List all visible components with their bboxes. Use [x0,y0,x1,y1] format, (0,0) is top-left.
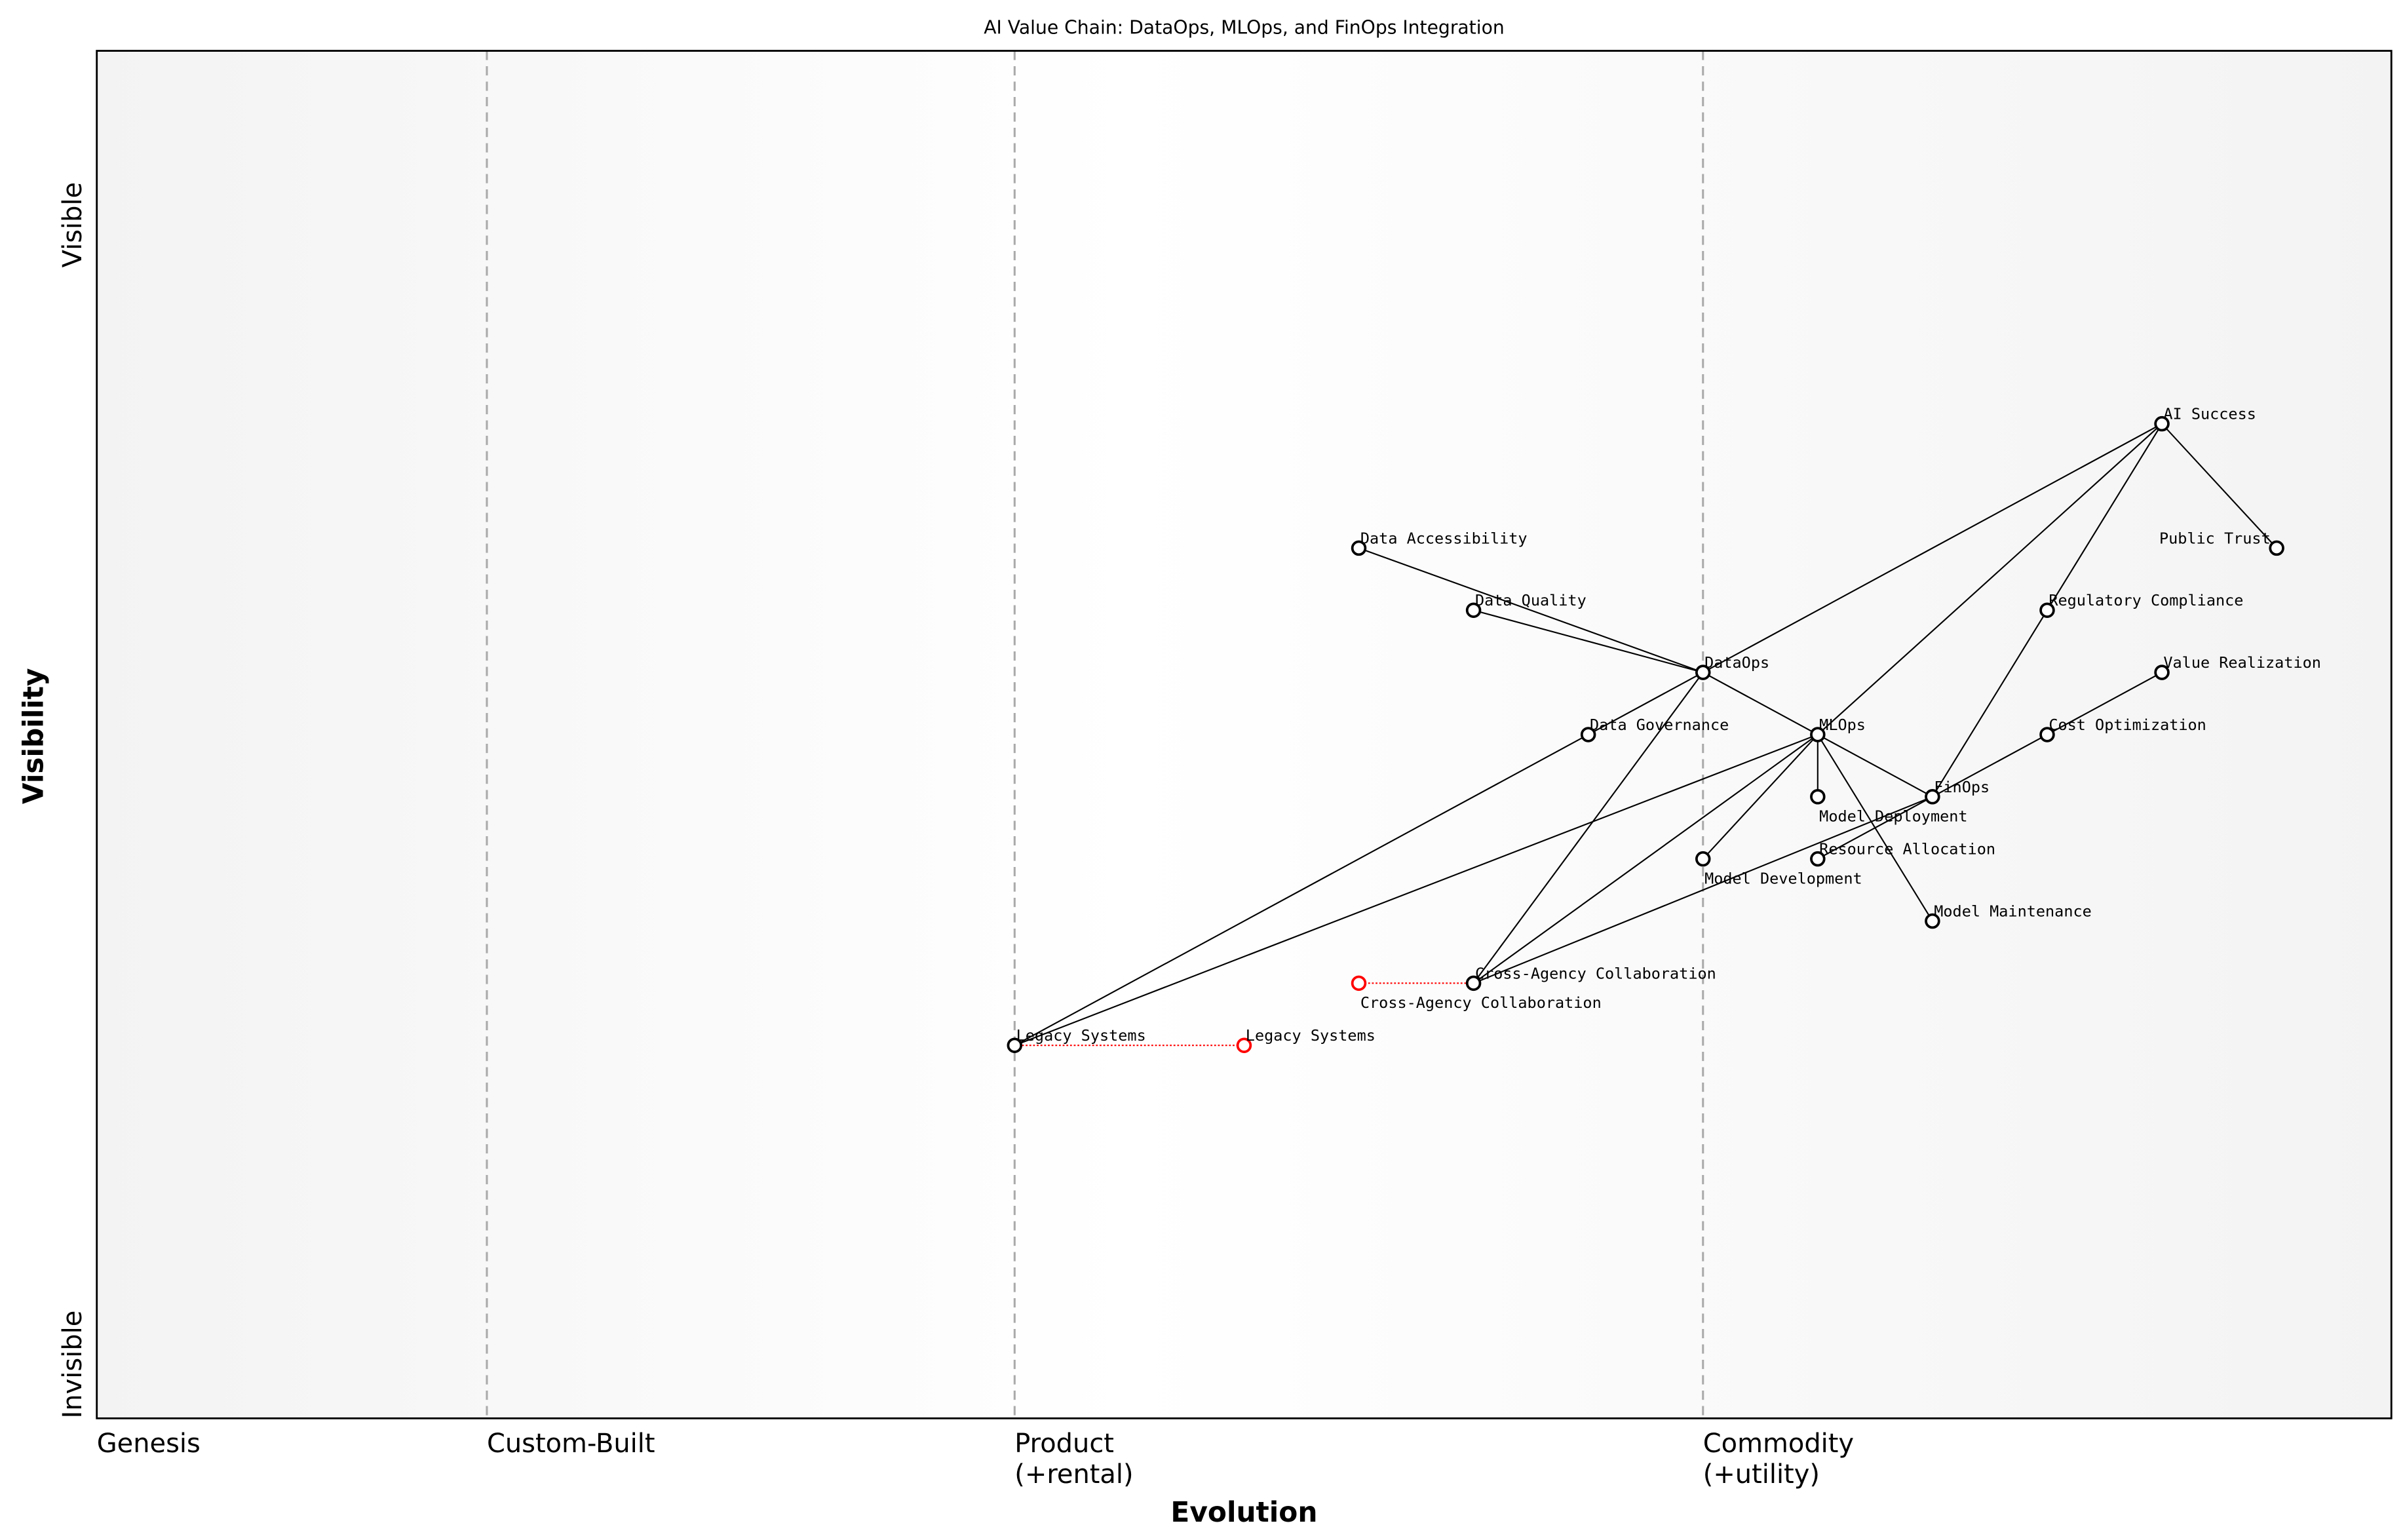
node-label-value-realization: Value Realization [2163,653,2321,672]
link-data-accessibility-to-dataops [1358,547,1704,674]
link-data-quality-to-dataops [1473,609,1704,674]
node-legacy-systems[interactable] [1007,1037,1023,1053]
node-data-accessibility[interactable] [1351,540,1367,556]
node-ai-success[interactable] [2154,415,2170,432]
node-label-ai-success: AI Success [2163,405,2256,423]
node-label-model-maintenance: Model Maintenance [1934,902,2092,920]
node-finops[interactable] [1925,789,1940,805]
node-label-model-development: Model Development [1704,869,1862,887]
stage-label-genesis: Genesis [97,1429,201,1459]
node-cross-agency-collaboration[interactable] [1465,975,1482,991]
node-dataops[interactable] [1695,664,1711,680]
y-tick-invisible: Invisible [58,1311,88,1419]
node-label-mlops: MLOps [1819,716,1866,734]
node-label-cost-optimization: Cost Optimization [2049,716,2206,734]
link-dataops-to-cross-agency-collaboration [1472,672,1704,984]
link-mlops-to-legacy-systems [1014,733,1818,1047]
link-regulatory-compliance-to-finops [1931,609,2048,798]
link-finops-to-resource-allocation [1817,796,1933,860]
node-value-realization[interactable] [2154,664,2170,680]
evolved-node-legacy-systems[interactable] [1236,1037,1252,1053]
node-label-legacy-systems: Legacy Systems [1016,1026,1146,1045]
link-cost-optimization-to-value-realization [2047,672,2163,735]
chart-title: AI Value Chain: DataOps, MLOps, and FinO… [984,17,1504,39]
link-dataops-to-mlops [1703,672,1818,735]
evolved-label-cross-agency-collaboration: Cross-Agency Collaboration [1360,993,1602,1012]
plot-area [96,50,2392,1419]
node-label-data-quality: Data Quality [1475,591,1587,609]
link-dataops-to-data-governance [1588,672,1704,735]
node-label-data-governance: Data Governance [1590,716,1729,734]
link-ai-success-to-dataops [1703,423,2163,674]
link-ai-success-to-public-trust [2161,423,2277,549]
stage-label-custom-built: Custom-Built [487,1429,655,1459]
node-label-dataops: DataOps [1704,653,1769,672]
evolved-node-cross-agency-collaboration[interactable] [1351,975,1367,991]
node-label-model-deployment: Model Deployment [1819,807,1967,825]
link-ai-success-to-regulatory-compliance [2047,423,2163,611]
node-model-maintenance[interactable] [1925,913,1940,929]
node-label-data-accessibility: Data Accessibility [1360,529,1528,547]
node-data-governance[interactable] [1580,727,1596,742]
link-mlops-to-finops [1817,734,1933,798]
link-mlops-to-cross-agency-collaboration [1472,734,1818,984]
plot-frame [96,50,2393,1419]
node-model-deployment[interactable] [1810,789,1826,805]
x-axis-label: Evolution [1170,1496,1317,1528]
node-resource-allocation[interactable] [1810,851,1826,867]
evolved-label-legacy-systems: Legacy Systems [1246,1026,1376,1045]
node-public-trust[interactable] [2269,540,2284,556]
link-finops-to-cost-optimization [1932,734,2048,798]
y-tick-visible: Visible [58,182,88,267]
link-finops-to-cross-agency-collaboration [1473,796,1933,984]
node-label-resource-allocation: Resource Allocation [1819,840,1995,858]
node-cost-optimization[interactable] [2039,727,2055,742]
node-regulatory-compliance[interactable] [2039,602,2055,618]
node-model-development[interactable] [1695,851,1711,867]
stage-label-commodity: Commodity (+utility) [1703,1429,1854,1490]
link-mlops-to-model-development [1702,734,1818,860]
link-data-governance-to-legacy-systems [1014,734,1589,1047]
stage-label-product: Product (+rental) [1014,1429,1133,1490]
node-label-public-trust: Public Trust [2159,529,2271,547]
node-label-cross-agency-collaboration: Cross-Agency Collaboration [1475,964,1716,982]
node-mlops[interactable] [1810,727,1826,742]
link-ai-success-to-mlops [1817,423,2163,735]
node-label-regulatory-compliance: Regulatory Compliance [2049,591,2243,609]
node-data-quality[interactable] [1465,602,1482,618]
node-label-finops: FinOps [1934,778,1990,796]
y-axis-label: Visibility [17,668,49,804]
